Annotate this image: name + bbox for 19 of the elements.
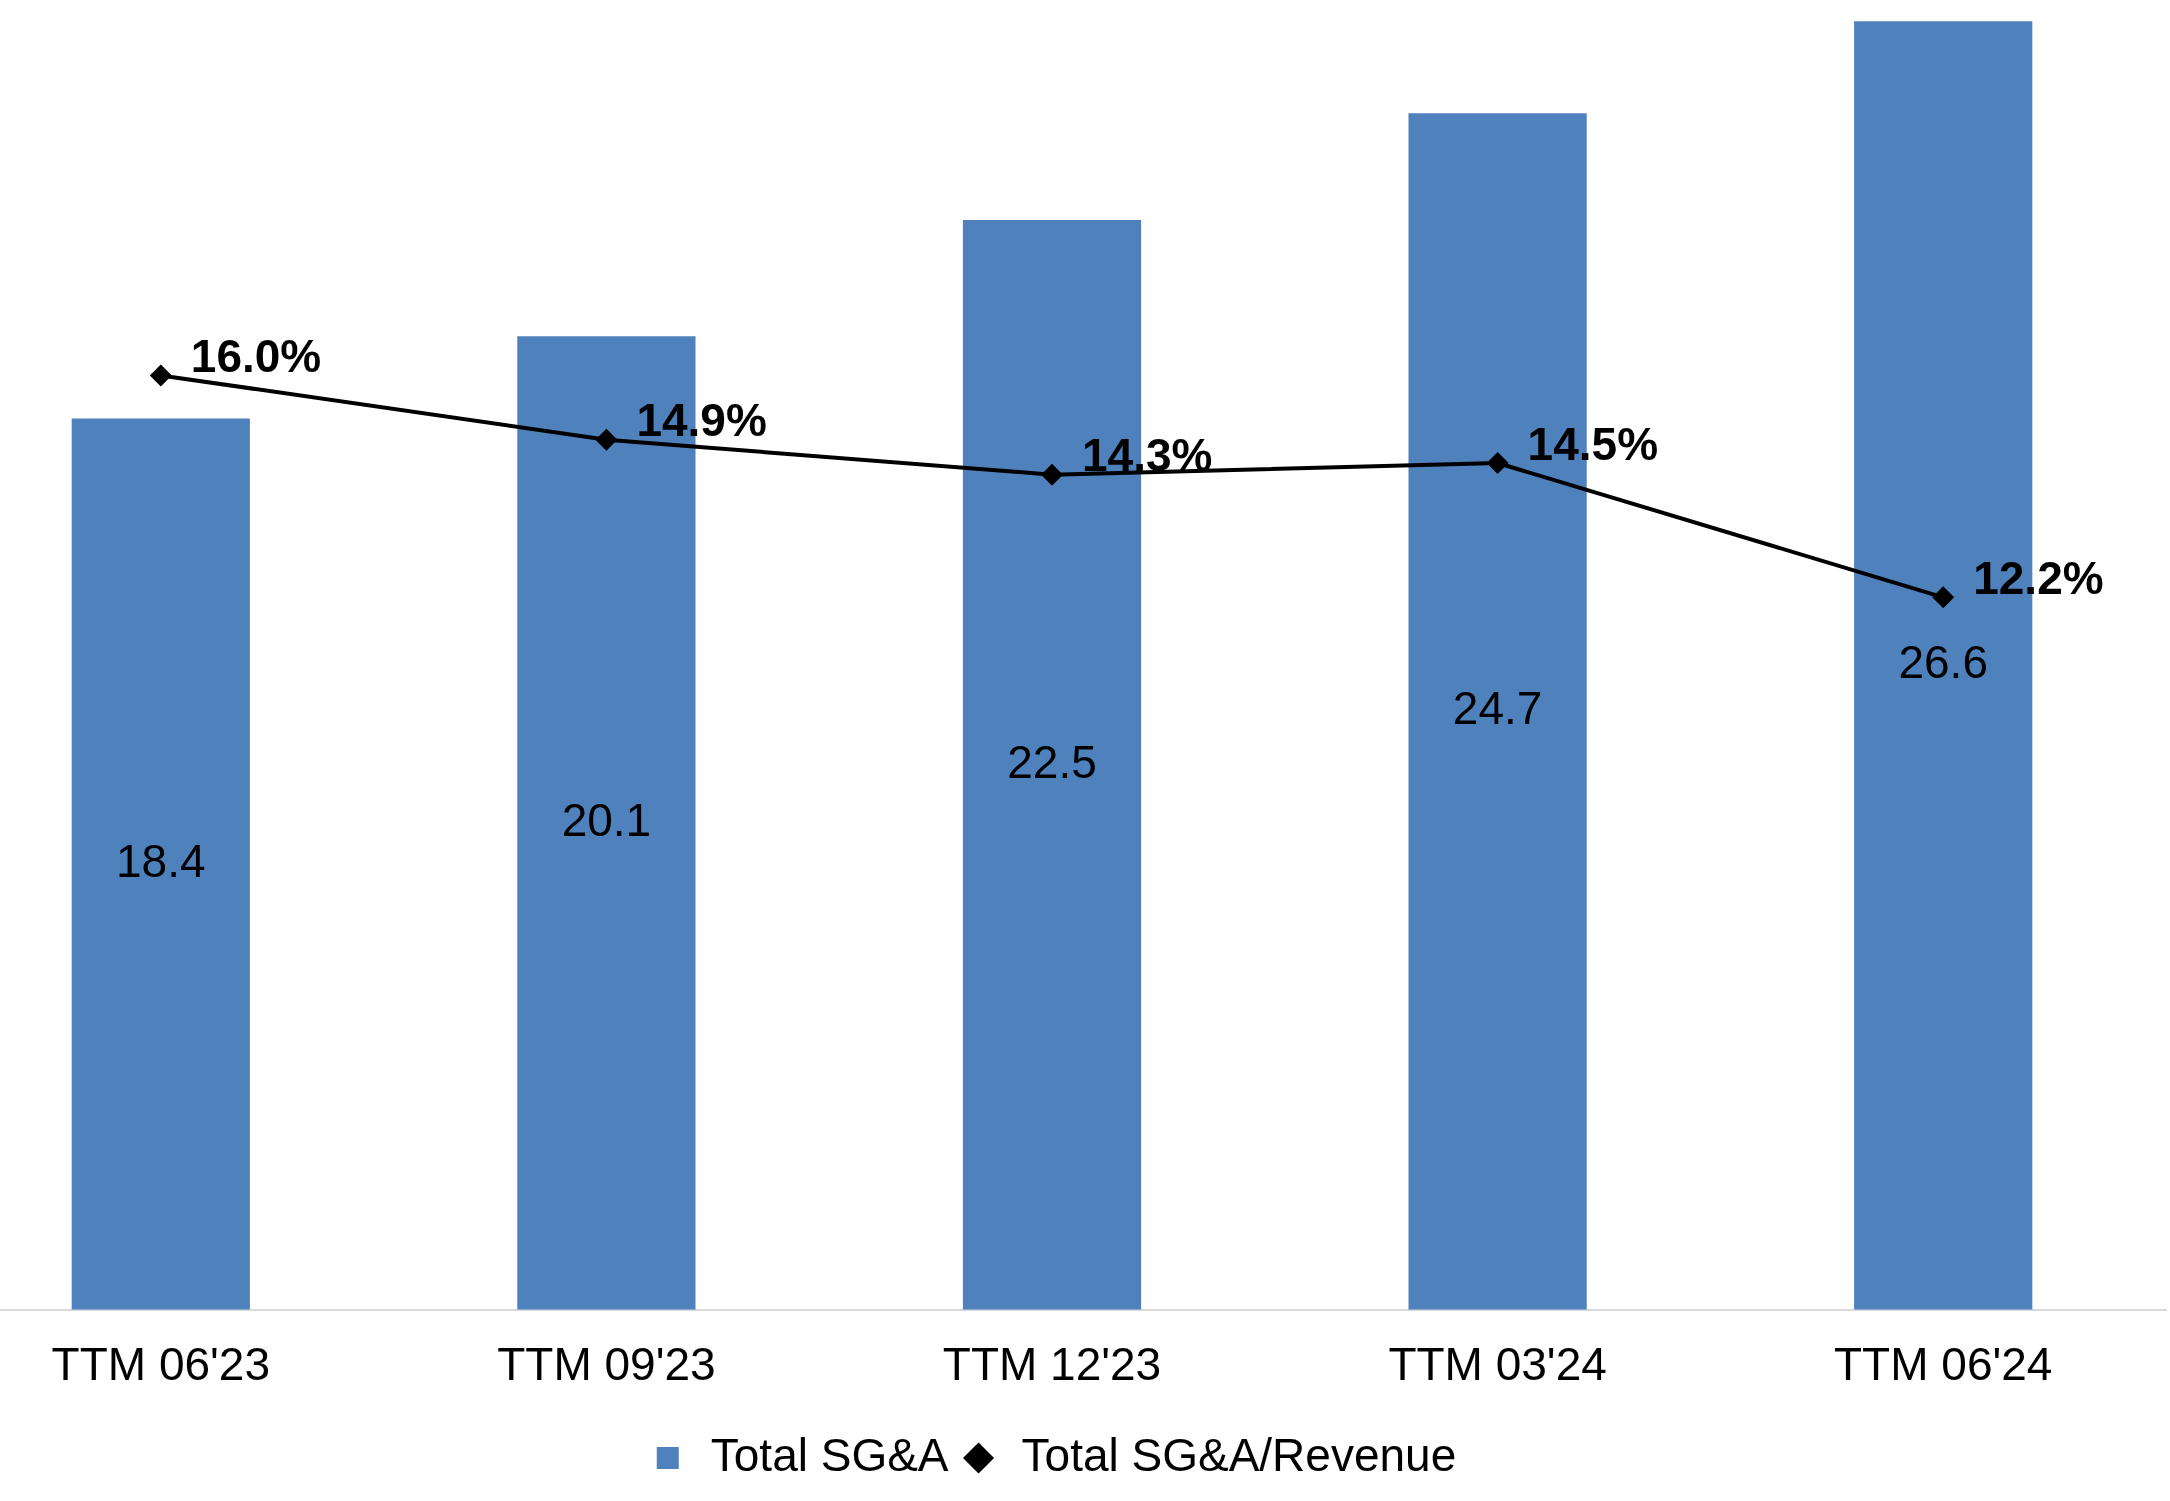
x-tick-label: TTM 06'23 — [51, 1338, 271, 1391]
point — [1041, 463, 1063, 486]
data-label: 20.1 — [561, 793, 652, 846]
data-label: 26.6 — [1898, 636, 1988, 689]
point — [1932, 586, 1955, 609]
x-tick-label: TTM 12'23 — [942, 1338, 1162, 1391]
data-label: 16.0% — [190, 330, 322, 383]
point — [149, 364, 172, 387]
legend-label: Total SG&A/Revenue — [1021, 1428, 1457, 1481]
x-tick-label: TTM 09'23 — [497, 1338, 716, 1391]
legend-label: Total SG&A — [710, 1428, 949, 1481]
bar — [71, 418, 250, 1310]
data-label: 24.7 — [1452, 682, 1543, 735]
point — [595, 428, 618, 451]
data-label: 18.4 — [116, 834, 206, 887]
data-label: 22.5 — [1007, 735, 1097, 788]
x-tick-label: TTM 06'24 — [1833, 1338, 2053, 1391]
x-tick-label: TTM 03'24 — [1388, 1338, 1607, 1391]
point — [1486, 452, 1509, 475]
